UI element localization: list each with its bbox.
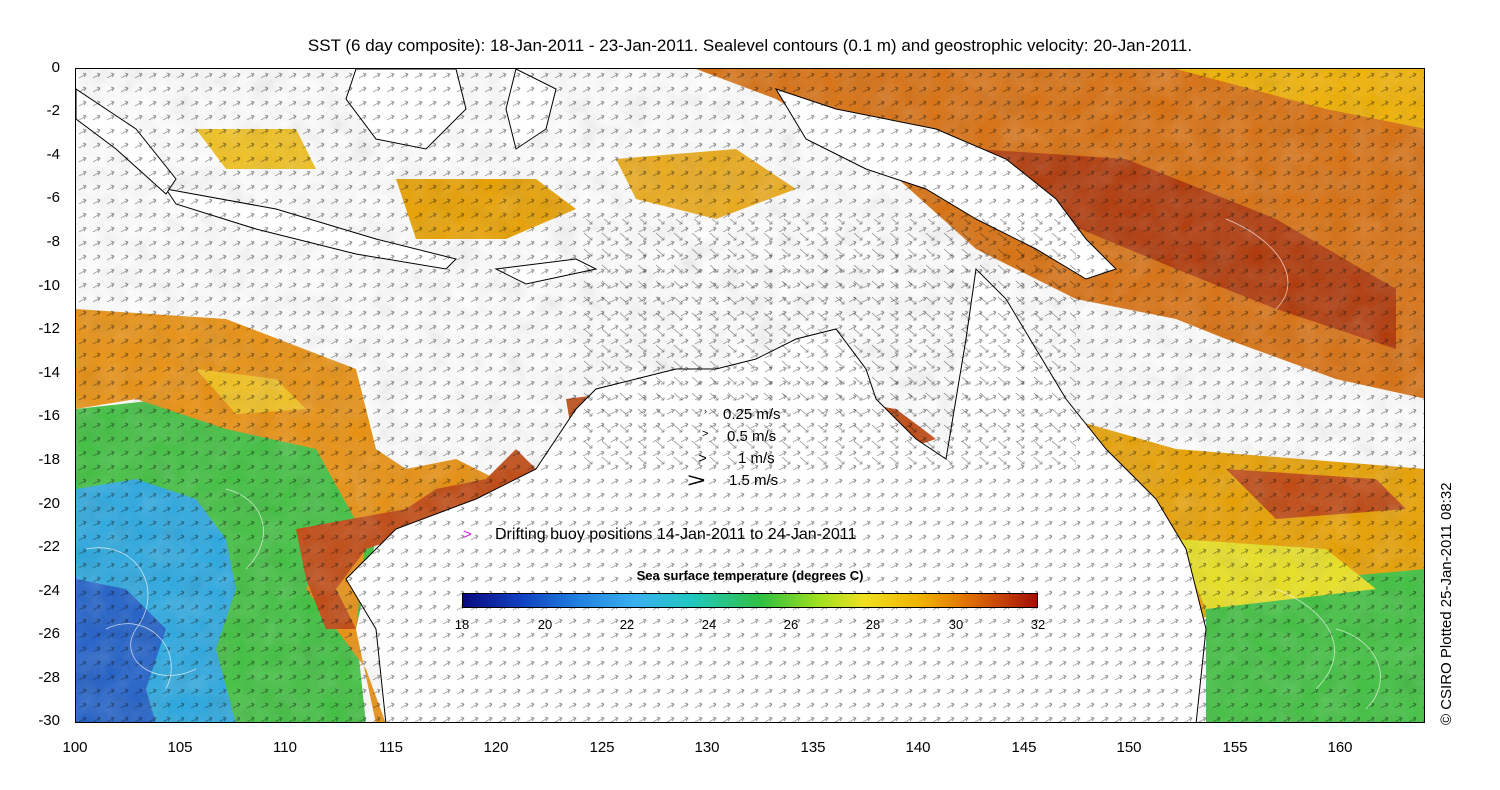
x-tick-label: 125 [589,739,615,756]
x-tick-label: 135 [800,739,826,756]
y-tick-label: 0 [51,59,60,76]
x-tick-label: 145 [1011,739,1037,756]
velocity-legend-label: 1 m/s [738,450,775,467]
y-tick-label: -16 [38,407,60,424]
x-tick-label: 150 [1116,739,1142,756]
y-tick-label: -12 [38,320,60,337]
buoy-legend-label: Drifting buoy positions 14-Jan-2011 to 2… [495,526,857,543]
colorbar-title: Sea surface temperature (degrees C) [636,568,864,583]
x-tick-label: 100 [62,739,88,756]
y-tick-label: -6 [46,189,60,206]
x-tick-label: 120 [483,739,509,756]
colorbar-label: 32 [1030,617,1046,632]
y-tick-label: -18 [38,451,60,468]
velocity-legend-label: 0.5 m/s [727,428,777,445]
y-tick-label: -26 [38,625,60,642]
y-tick-label: -24 [38,582,60,599]
x-tick-label: 115 [379,739,403,756]
y-tick-label: -4 [46,146,60,163]
y-tick-label: -22 [38,538,60,555]
colorbar-label: 24 [701,617,717,632]
map-plot-area [75,68,1425,723]
sst-colorbar [462,593,1038,608]
colorbar-label: 26 [783,617,799,632]
velocity-arrow-05: > [702,428,709,440]
velocity-arrow-1: > [698,450,707,467]
sst-map [76,69,1424,722]
x-tick-label: 105 [167,739,193,756]
colorbar-label: 22 [619,617,635,632]
y-tick-label: -30 [38,712,60,729]
buoy-symbol: > [463,526,472,543]
velocity-legend-label: 0.25 m/s [723,406,781,423]
sealevel-contours [85,218,1381,710]
x-tick-label: 130 [694,739,720,756]
chart-title: SST (6 day composite): 18-Jan-2011 - 23-… [307,36,1193,55]
y-tick-label: -14 [38,364,60,381]
y-tick-label: -20 [38,495,60,512]
velocity-arrow-025: › [704,406,707,416]
colorbar-label: 28 [865,617,881,632]
y-tick-label: -2 [46,102,60,119]
x-tick-label: 110 [273,739,297,756]
colorbar-label: 20 [537,617,553,632]
colorbar-label: 30 [948,617,964,632]
x-tick-label: 140 [905,739,931,756]
credit-text: © CSIRO Plotted 25-Jan-2011 08:32 [1438,482,1455,725]
velocity-arrow-15: > [687,470,706,492]
y-tick-label: -10 [38,277,60,294]
velocity-legend-label: 1.5 m/s [729,472,779,489]
y-tick-label: -28 [38,669,60,686]
colorbar-label: 18 [454,617,470,632]
y-tick-label: -8 [46,233,60,250]
x-tick-label: 155 [1222,739,1248,756]
x-tick-label: 160 [1327,739,1353,756]
velocity-field-arrows-2 [576,219,1076,469]
